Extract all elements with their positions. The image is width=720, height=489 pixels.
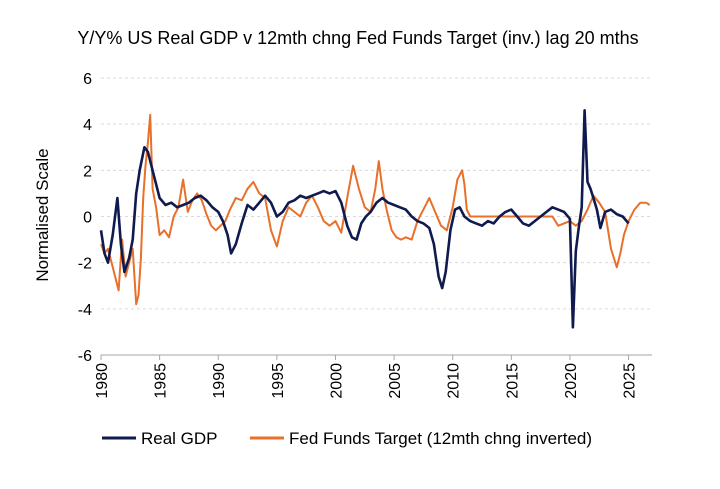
y-tick-label: -2	[78, 256, 92, 273]
x-tick-label: 2005	[387, 363, 404, 399]
series-lines	[99, 109, 651, 329]
y-tick-label: 6	[83, 71, 92, 88]
y-tick-label: 0	[83, 210, 92, 227]
y-tick-label: -6	[78, 348, 92, 365]
series-line-real-gdp	[99, 109, 630, 329]
x-tick-label: 2010	[446, 363, 463, 399]
legend: Real GDP Fed Funds Target (12mth chng in…	[102, 429, 592, 448]
x-tick-label: 1985	[153, 363, 170, 399]
x-tick-label: 1980	[94, 363, 111, 399]
chart-title: Y/Y% US Real GDP v 12mth chng Fed Funds …	[77, 28, 638, 48]
y-axis-title: Normalised Scale	[33, 148, 52, 281]
legend-label-fed-funds: Fed Funds Target (12mth chng inverted)	[289, 429, 592, 448]
y-tick-label: 4	[83, 117, 92, 134]
x-tick-label: 2020	[563, 363, 580, 399]
x-axis-ticks: 1980 1985 1990 1995 2000 2005 2010 2015 2020 2025	[94, 355, 639, 399]
y-tick-label: -4	[78, 302, 92, 319]
legend-label-real-gdp: Real GDP	[141, 429, 218, 448]
gridlines	[101, 77, 652, 310]
x-tick-label: 2015	[504, 363, 521, 399]
series-line-fed-funds	[100, 113, 651, 306]
y-axis-ticks: 6 4 2 0 -2 -4 -6	[78, 71, 92, 365]
y-tick-label: 2	[83, 163, 92, 180]
x-tick-label: 1990	[211, 363, 228, 399]
x-tick-label: 2025	[622, 363, 639, 399]
x-tick-label: 2000	[328, 363, 345, 399]
x-tick-label: 1995	[270, 363, 287, 399]
